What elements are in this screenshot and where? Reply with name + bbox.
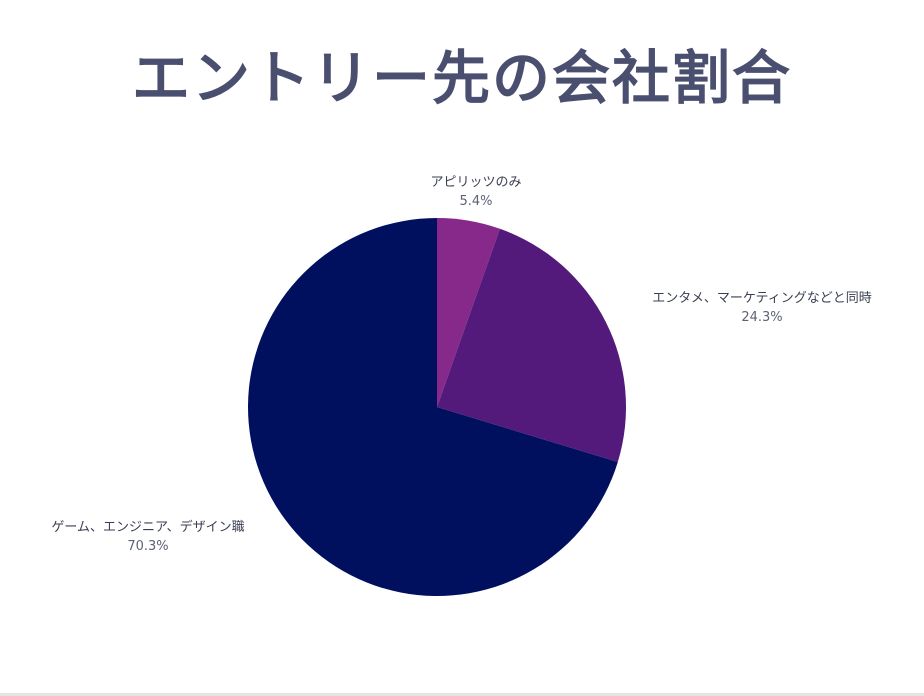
pie-slice-2 xyxy=(437,228,626,463)
slice-value-label-2: 24.3% xyxy=(741,310,782,325)
bottom-divider xyxy=(0,693,924,696)
chart-title: エントリー先の会社割合 xyxy=(131,44,792,112)
pie-slices xyxy=(248,218,626,596)
pie-slice-3 xyxy=(248,218,618,596)
slice-label-1: アピリッツのみ xyxy=(430,175,521,190)
slice-value-label-1: 5.4% xyxy=(459,194,492,209)
slice-label-2: エンタメ、マーケティングなどと同時 xyxy=(652,291,872,306)
slice-label-3: ゲーム、エンジニア、デザイン職 xyxy=(51,519,244,535)
pie-labels: アピリッツのみ 5.4% エンタメ、マーケティングなどと同時 24.3% ゲーム、エンジ… xyxy=(51,175,871,554)
pie-slice-1 xyxy=(437,218,500,407)
slice-value-label-3: 70.3% xyxy=(127,539,168,554)
